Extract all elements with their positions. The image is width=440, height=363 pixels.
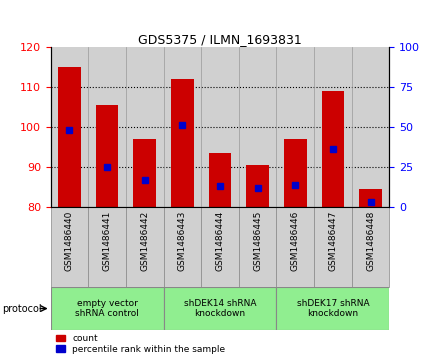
Bar [133, 139, 156, 207]
Bar [239, 47, 276, 207]
Text: empty vector
shRNA control: empty vector shRNA control [75, 299, 139, 318]
Text: GSM1486444: GSM1486444 [216, 211, 224, 271]
Bar [96, 105, 118, 207]
Bar [171, 79, 194, 207]
Text: GSM1486446: GSM1486446 [291, 211, 300, 271]
Text: GSM1486445: GSM1486445 [253, 211, 262, 271]
Text: GSM1486447: GSM1486447 [328, 211, 337, 271]
Bar [246, 165, 269, 207]
Bar [314, 47, 352, 207]
Bar [322, 91, 344, 207]
Text: GSM1486441: GSM1486441 [103, 211, 112, 271]
Bar [359, 189, 382, 207]
Text: GSM1486448: GSM1486448 [366, 211, 375, 271]
FancyBboxPatch shape [126, 207, 164, 287]
Bar [201, 47, 239, 207]
Bar [352, 47, 389, 207]
Text: GSM1486443: GSM1486443 [178, 211, 187, 271]
Bar [284, 139, 307, 207]
FancyBboxPatch shape [51, 287, 164, 330]
FancyBboxPatch shape [276, 287, 389, 330]
Bar [51, 47, 88, 207]
Bar [164, 47, 201, 207]
Text: shDEK14 shRNA
knockdown: shDEK14 shRNA knockdown [184, 299, 256, 318]
FancyBboxPatch shape [314, 207, 352, 287]
Text: GSM1486442: GSM1486442 [140, 211, 149, 271]
FancyBboxPatch shape [88, 207, 126, 287]
FancyBboxPatch shape [201, 207, 239, 287]
Bar [88, 47, 126, 207]
Bar [58, 67, 81, 207]
FancyBboxPatch shape [164, 287, 276, 330]
Bar [126, 47, 164, 207]
Legend: count, percentile rank within the sample: count, percentile rank within the sample [55, 333, 226, 355]
FancyBboxPatch shape [352, 207, 389, 287]
FancyBboxPatch shape [164, 207, 201, 287]
Bar [276, 47, 314, 207]
Title: GDS5375 / ILMN_1693831: GDS5375 / ILMN_1693831 [138, 33, 302, 46]
FancyBboxPatch shape [239, 207, 276, 287]
FancyBboxPatch shape [276, 207, 314, 287]
Text: protocol: protocol [2, 303, 42, 314]
Text: shDEK17 shRNA
knockdown: shDEK17 shRNA knockdown [297, 299, 369, 318]
FancyBboxPatch shape [51, 207, 88, 287]
Text: GSM1486440: GSM1486440 [65, 211, 74, 271]
Bar [209, 153, 231, 207]
